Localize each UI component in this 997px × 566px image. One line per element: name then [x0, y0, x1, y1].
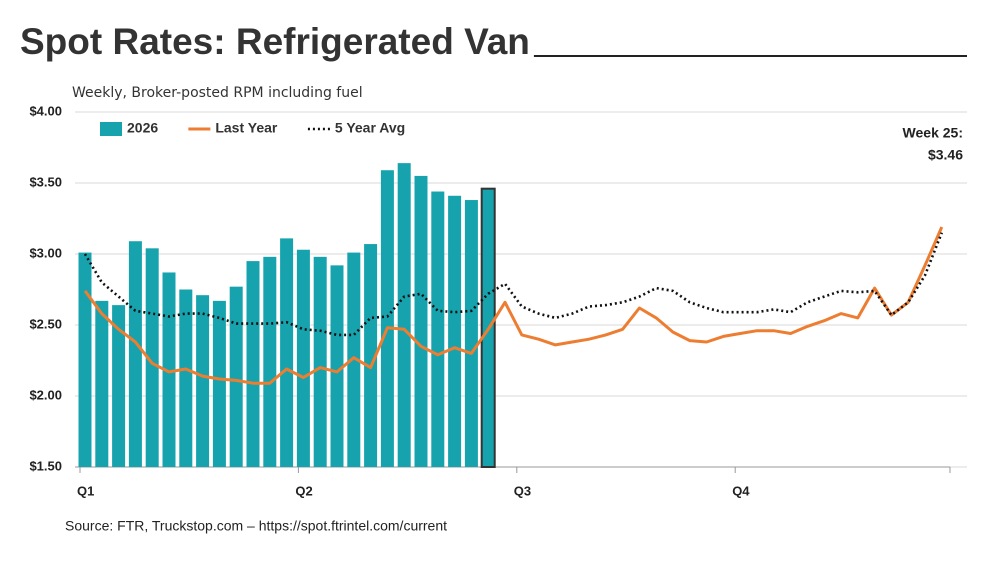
y-tick-label: $3.00: [29, 245, 62, 260]
bar: [464, 200, 478, 468]
line: [83, 226, 944, 385]
annotation: $3.46: [928, 147, 963, 163]
bar: [431, 191, 445, 467]
bar: [280, 238, 294, 467]
bar: [380, 170, 394, 467]
bar: [364, 244, 378, 467]
bar: [414, 175, 428, 467]
bar: [78, 252, 92, 467]
y-tick-label: $1.50: [29, 458, 62, 473]
legend-swatch: [100, 122, 122, 136]
annotation: Week 25:: [903, 125, 963, 141]
chart-title: Spot Rates: Refrigerated Van: [20, 21, 530, 62]
bar: [95, 300, 109, 467]
chart-subtitle: Weekly, Broker-posted RPM including fuel: [72, 85, 363, 101]
bar: [347, 252, 361, 467]
bar: [162, 272, 176, 467]
bar: [330, 265, 344, 467]
bar: [263, 256, 277, 467]
x-tick-label: Q1: [77, 483, 94, 498]
y-tick-label: $3.50: [29, 174, 62, 189]
source: Source: FTR, Truckstop.com – https://spo…: [65, 518, 447, 534]
bar: [448, 195, 462, 467]
bar: [397, 163, 411, 467]
bar: [112, 305, 126, 467]
bar: [179, 289, 193, 467]
x-tick-label: Q3: [514, 483, 531, 498]
legend-label: 2026: [127, 120, 158, 136]
legend-label: 5 Year Avg: [335, 120, 405, 136]
x-tick-label: Q4: [732, 483, 750, 498]
x-tick-label: Q2: [295, 483, 312, 498]
legend-label: Last Year: [215, 120, 278, 136]
bar: [145, 248, 159, 467]
bar: [196, 295, 210, 467]
bar: [313, 256, 327, 467]
line: [83, 232, 944, 337]
bar: [229, 286, 243, 467]
bar: [296, 249, 310, 467]
bar: [212, 300, 226, 467]
y-tick-label: $4.00: [29, 103, 62, 118]
bar: [128, 241, 142, 467]
y-tick-label: $2.50: [29, 316, 62, 331]
bar: [246, 261, 260, 467]
y-tick-label: $2.00: [29, 387, 62, 402]
